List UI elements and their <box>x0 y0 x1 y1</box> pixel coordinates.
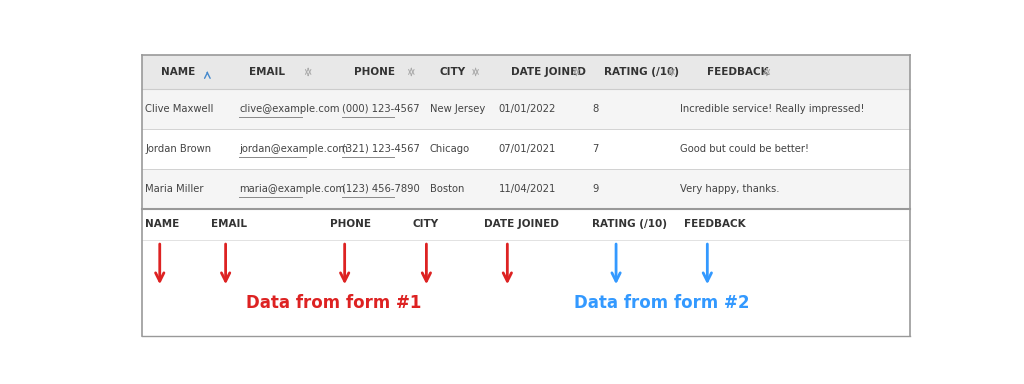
Text: (000) 123-4567: (000) 123-4567 <box>342 104 420 114</box>
Bar <box>142 169 909 209</box>
Text: clive@example.com: clive@example.com <box>240 104 340 114</box>
Text: DATE JOINED: DATE JOINED <box>511 67 586 77</box>
Text: Boston: Boston <box>430 184 464 194</box>
Text: RATING (/10): RATING (/10) <box>592 219 668 229</box>
Text: EMAIL: EMAIL <box>211 219 248 229</box>
Bar <box>142 129 909 169</box>
Text: Data from form #1: Data from form #1 <box>246 295 421 313</box>
Text: PHONE: PHONE <box>331 219 372 229</box>
Text: Incredible service! Really impressed!: Incredible service! Really impressed! <box>680 104 864 114</box>
Text: Data from form #2: Data from form #2 <box>573 295 750 313</box>
Text: New Jersey: New Jersey <box>430 104 484 114</box>
Text: Very happy, thanks.: Very happy, thanks. <box>680 184 779 194</box>
Text: (321) 123-4567: (321) 123-4567 <box>342 144 420 154</box>
Text: NAME: NAME <box>162 67 196 77</box>
Text: Clive Maxwell: Clive Maxwell <box>145 104 214 114</box>
Text: Good but could be better!: Good but could be better! <box>680 144 809 154</box>
Text: maria@example.com: maria@example.com <box>240 184 345 194</box>
Text: Maria Miller: Maria Miller <box>145 184 204 194</box>
Text: jordan@example.com: jordan@example.com <box>240 144 348 154</box>
Text: CITY: CITY <box>440 67 466 77</box>
Text: CITY: CITY <box>412 219 438 229</box>
Text: 07/01/2021: 07/01/2021 <box>499 144 556 154</box>
Text: EMAIL: EMAIL <box>249 67 285 77</box>
Text: RATING (/10): RATING (/10) <box>604 67 679 77</box>
Text: 9: 9 <box>592 184 599 194</box>
Text: 7: 7 <box>592 144 599 154</box>
Text: Jordan Brown: Jordan Brown <box>145 144 212 154</box>
Text: 01/01/2022: 01/01/2022 <box>499 104 556 114</box>
Bar <box>142 89 909 129</box>
Bar <box>142 55 909 89</box>
Text: (123) 456-7890: (123) 456-7890 <box>342 184 420 194</box>
Text: FEEDBACK: FEEDBACK <box>708 67 769 77</box>
Text: FEEDBACK: FEEDBACK <box>684 219 745 229</box>
Text: Chicago: Chicago <box>430 144 470 154</box>
Text: 11/04/2021: 11/04/2021 <box>499 184 556 194</box>
Text: NAME: NAME <box>145 219 179 229</box>
Bar <box>142 209 909 240</box>
Text: DATE JOINED: DATE JOINED <box>483 219 558 229</box>
Text: 8: 8 <box>592 104 598 114</box>
Text: PHONE: PHONE <box>354 67 395 77</box>
